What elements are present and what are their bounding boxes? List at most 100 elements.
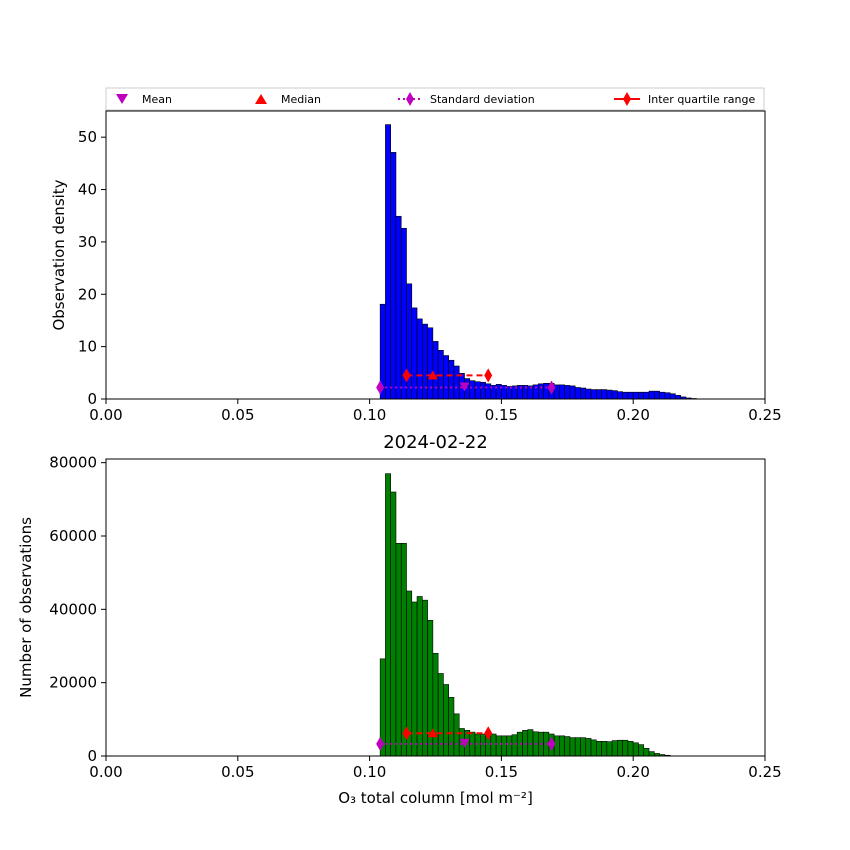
legend-median-label: Median [281, 93, 321, 106]
count-histogram-bar [432, 653, 439, 757]
count-y-tick-label: 0 [87, 747, 97, 765]
density-histogram-bar [611, 390, 618, 400]
count-y-tick-label: 40000 [49, 600, 97, 618]
count-histogram-bar [411, 601, 418, 757]
density-y-ticks: 0 10 20 30 40 50 [78, 128, 106, 408]
count-median-marker [427, 728, 438, 738]
density-histogram-bar [474, 381, 481, 400]
count-std-marker [547, 736, 556, 751]
count-histogram-bar [443, 684, 449, 757]
count-x-ticks: 0.00 0.05 0.10 0.15 0.20 0.25 [89, 756, 782, 781]
density-y-tick-label: 50 [78, 128, 97, 146]
count-histogram-bar [385, 473, 391, 757]
count-histogram-bar [506, 735, 513, 757]
count-histogram-bar [511, 734, 518, 757]
density-histogram-panel: 0.00 0.05 0.10 0.15 0.20 0.25 0 10 20 30 40 50 Obs… [50, 110, 782, 424]
density-histogram-bar [595, 389, 602, 400]
density-histogram-bar [617, 391, 623, 400]
density-y-tick-label: 30 [78, 233, 97, 251]
density-histogram-bar [543, 382, 550, 400]
density-y-tick-label: 10 [78, 338, 97, 356]
density-histogram-bar [390, 152, 397, 400]
count-std-marker [376, 736, 385, 751]
count-mean-marker [459, 738, 470, 748]
density-histogram-bar [580, 387, 587, 400]
count-histogram-bar [580, 737, 587, 757]
count-histogram-bar [559, 735, 565, 757]
legend-std-marker-icon [406, 92, 414, 106]
density-y-axis-label: Observation density [50, 179, 68, 330]
count-histogram-bar [632, 742, 639, 757]
count-histogram-bar [622, 739, 629, 757]
legend-iqr-marker-icon [623, 92, 631, 106]
count-histogram-bar [611, 740, 618, 757]
count-histogram-bar [648, 751, 655, 757]
density-histogram-bar [395, 215, 402, 400]
count-panel-title: 2024-02-22 [383, 432, 488, 453]
legend-frame [105, 87, 765, 111]
count-histogram-bar [595, 741, 602, 757]
legend-median-marker-icon [255, 94, 267, 104]
count-x-tick-label: 0.05 [221, 763, 254, 781]
count-x-tick-label: 0.00 [89, 763, 122, 781]
density-histogram-bar [448, 359, 455, 400]
density-histogram-bar [453, 365, 460, 400]
density-y-tick-label: 20 [78, 285, 97, 303]
density-std-marker [376, 380, 385, 395]
count-x-tick-label: 0.25 [748, 763, 781, 781]
count-x-tick-label: 0.15 [485, 763, 518, 781]
density-x-tick-label: 0.20 [616, 406, 649, 424]
density-axes-frame [105, 110, 766, 400]
density-y-tick-label: 40 [78, 181, 97, 199]
density-histogram-bar [574, 387, 581, 400]
density-histogram-bar [585, 388, 592, 400]
density-histogram-bar [385, 124, 391, 400]
legend-std-label: Standard deviation [430, 93, 535, 106]
count-histogram-bar [574, 737, 581, 757]
count-histogram-bar [564, 736, 571, 757]
count-histogram-bar [606, 741, 613, 757]
density-std-marker [547, 380, 556, 395]
density-histogram-bar [406, 283, 413, 400]
count-histogram-bar [643, 747, 650, 757]
density-histogram-bar [659, 391, 666, 400]
density-iqr-marker [402, 368, 411, 383]
legend: Mean Median Standard deviation Inter qua… [105, 87, 765, 111]
density-histogram-bar [443, 355, 449, 400]
density-histogram-bar [601, 389, 608, 400]
density-histogram-bar [569, 385, 576, 400]
legend-iqr-label: Inter quartile range [648, 93, 755, 106]
count-histogram-bar [627, 741, 634, 757]
density-histogram-bar [590, 389, 597, 400]
count-histogram-bar [553, 735, 560, 757]
legend-mean-marker-icon [116, 94, 128, 104]
count-y-tick-label: 20000 [49, 674, 97, 692]
density-x-tick-label: 0.25 [748, 406, 781, 424]
count-y-tick-label: 60000 [49, 527, 97, 545]
density-median-marker [427, 370, 438, 380]
density-x-ticks: 0.00 0.05 0.10 0.15 0.20 0.25 [89, 399, 782, 424]
density-mean-marker [459, 382, 470, 392]
density-histogram-bar [675, 395, 681, 400]
count-histogram-bar [495, 735, 502, 757]
density-histogram-bar [480, 381, 486, 400]
count-histogram-bar [480, 733, 486, 757]
density-histogram-bar [411, 307, 418, 400]
count-histogram-bar [638, 744, 645, 757]
density-histogram-bar [669, 393, 676, 400]
density-histogram-bar [485, 383, 492, 400]
count-iqr-marker [484, 726, 493, 741]
count-iqr-marker [402, 726, 411, 741]
count-histogram-bar [416, 596, 423, 757]
density-histogram-bar [606, 389, 613, 400]
count-histogram-bar [390, 491, 397, 757]
density-x-tick-label: 0.00 [89, 406, 122, 424]
count-histogram-bar [448, 697, 455, 757]
count-histogram-bar [395, 543, 402, 757]
count-histogram-bar [617, 739, 623, 757]
count-y-tick-label: 80000 [49, 454, 97, 472]
density-histogram-bar [469, 380, 476, 400]
count-histogram-bar [601, 741, 608, 757]
density-histogram-bar [538, 383, 544, 400]
